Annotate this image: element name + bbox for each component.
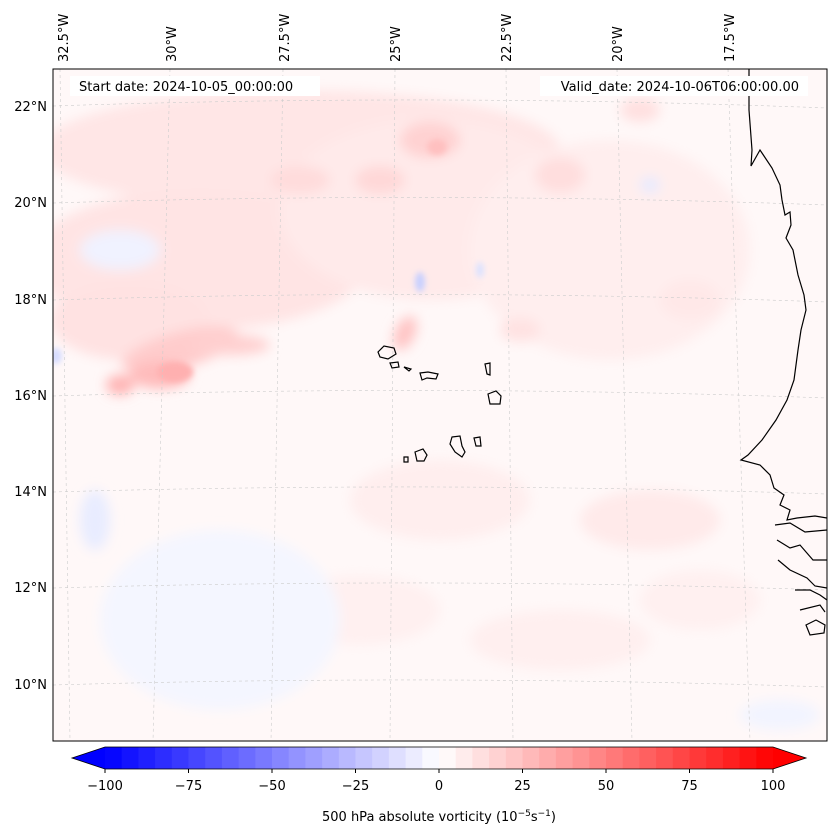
santiago-island bbox=[449, 435, 466, 458]
lon-label-25w: 25°W bbox=[389, 26, 404, 62]
colorbar-cell bbox=[539, 747, 557, 769]
cbar-tick-label: −50 bbox=[258, 779, 285, 794]
colorbar-cell bbox=[739, 747, 757, 769]
colorbar-high-extend bbox=[773, 747, 806, 769]
cbar-tick-label: 0 bbox=[435, 779, 443, 794]
colorbar-cell bbox=[672, 747, 690, 769]
coastline bbox=[377, 69, 827, 636]
africa-coastline bbox=[739, 69, 827, 636]
colorbar-cell bbox=[622, 747, 640, 769]
colorbar-cell bbox=[288, 747, 306, 769]
colorbar-low-extend bbox=[72, 747, 105, 769]
colorbar-cell bbox=[405, 747, 423, 769]
cbar-tick-label: 75 bbox=[681, 779, 698, 794]
maio-island bbox=[473, 436, 482, 447]
colorbar-cell bbox=[422, 747, 440, 769]
santa-luzia-island bbox=[403, 366, 413, 372]
colorbar-cell bbox=[522, 747, 540, 769]
longitude-labels: 32.5°W 30°W 27.5°W 25°W 22.5°W 20°W 17.5… bbox=[57, 14, 738, 62]
colorbar-cell bbox=[439, 747, 457, 769]
colorbar-cells bbox=[105, 747, 774, 769]
sal-island bbox=[484, 362, 491, 376]
cbar-tick-label: −75 bbox=[175, 779, 202, 794]
colorbar-cell bbox=[205, 747, 223, 769]
colorbar-cell bbox=[171, 747, 189, 769]
lat-label-18n: 18°N bbox=[14, 293, 47, 308]
lon-label-17-5w: 17.5°W bbox=[723, 14, 738, 62]
colorbar-ticks bbox=[104, 769, 774, 773]
map-panel: Start date: 2024-10-05_00:00:00 Valid_da… bbox=[53, 69, 827, 741]
colorbar-tick-labels: −100 −75 −50 −25 0 25 50 75 100 bbox=[87, 779, 785, 794]
colorbar-cell bbox=[138, 747, 156, 769]
graticule bbox=[53, 69, 827, 741]
colorbar-cell bbox=[305, 747, 323, 769]
sao-vicente-island bbox=[389, 361, 400, 369]
colorbar-cell bbox=[322, 747, 340, 769]
colorbar-cell bbox=[238, 747, 256, 769]
colorbar-cell bbox=[155, 747, 173, 769]
colorbar-cell bbox=[188, 747, 206, 769]
lat-label-16n: 16°N bbox=[14, 389, 47, 404]
latitude-labels: 22°N 20°N 18°N 16°N 14°N 12°N 10°N bbox=[14, 100, 47, 693]
lat-label-14n: 14°N bbox=[14, 485, 47, 500]
colorbar-cell bbox=[355, 747, 373, 769]
lon-label-20w: 20°W bbox=[611, 26, 626, 62]
colorbar-cell bbox=[656, 747, 674, 769]
colorbar-cell bbox=[589, 747, 607, 769]
cbar-tick-label: 50 bbox=[598, 779, 615, 794]
colorbar-cell bbox=[372, 747, 390, 769]
lat-label-20n: 20°N bbox=[14, 196, 47, 211]
colorbar-cell bbox=[472, 747, 490, 769]
lon-label-27-5w: 27.5°W bbox=[278, 14, 293, 62]
cbar-tick-label: −100 bbox=[87, 779, 123, 794]
colorbar-cell bbox=[555, 747, 574, 769]
colorbar-cell bbox=[572, 747, 590, 769]
cbar-tick-label: 25 bbox=[514, 779, 531, 794]
colorbar-cell bbox=[121, 747, 139, 769]
start-date-box bbox=[70, 76, 320, 96]
lat-label-12n: 12°N bbox=[14, 581, 47, 596]
start-date-label: Start date: 2024-10-05_00:00:00 bbox=[79, 80, 293, 95]
colorbar-cell bbox=[639, 747, 657, 769]
vorticity-detail bbox=[53, 139, 484, 382]
colorbar-cell bbox=[388, 747, 407, 769]
colorbar-cell bbox=[455, 747, 473, 769]
colorbar-cell bbox=[706, 747, 724, 769]
sao-nicolau-island bbox=[419, 371, 439, 381]
colorbar-cell bbox=[272, 747, 290, 769]
lon-label-22-5w: 22.5°W bbox=[500, 14, 515, 62]
colorbar-cell bbox=[606, 747, 624, 769]
valid-date-box bbox=[540, 76, 808, 96]
lat-label-10n: 10°N bbox=[14, 678, 47, 693]
fogo-island bbox=[414, 448, 428, 462]
valid-date-label: Valid_date: 2024-10-06T06:00:00.00 bbox=[561, 80, 799, 95]
brava-island bbox=[403, 456, 409, 463]
lat-label-22n: 22°N bbox=[14, 100, 47, 115]
cbar-tick-label: 100 bbox=[761, 779, 786, 794]
lon-label-32-5w: 32.5°W bbox=[57, 14, 72, 62]
cbar-tick-label: −25 bbox=[342, 779, 369, 794]
colorbar-cell bbox=[105, 747, 123, 769]
colorbar-cell bbox=[505, 747, 523, 769]
colorbar-cell bbox=[689, 747, 707, 769]
colorbar-title: 500 hPa absolute vorticity (10−5s−1) bbox=[322, 809, 556, 825]
santo-antao-island bbox=[377, 345, 397, 360]
colorbar: −100 −75 −50 −25 0 25 50 75 100 500 hPa … bbox=[70, 746, 808, 825]
lon-label-30w: 30°W bbox=[165, 26, 180, 62]
colorbar-cell bbox=[722, 747, 741, 769]
colorbar-cell bbox=[489, 747, 507, 769]
map-frame bbox=[52, 68, 828, 742]
boa-vista-island bbox=[487, 390, 502, 405]
colorbar-cell bbox=[255, 747, 273, 769]
colorbar-cell bbox=[338, 747, 356, 769]
colorbar-cell bbox=[756, 747, 774, 769]
colorbar-cell bbox=[221, 747, 240, 769]
